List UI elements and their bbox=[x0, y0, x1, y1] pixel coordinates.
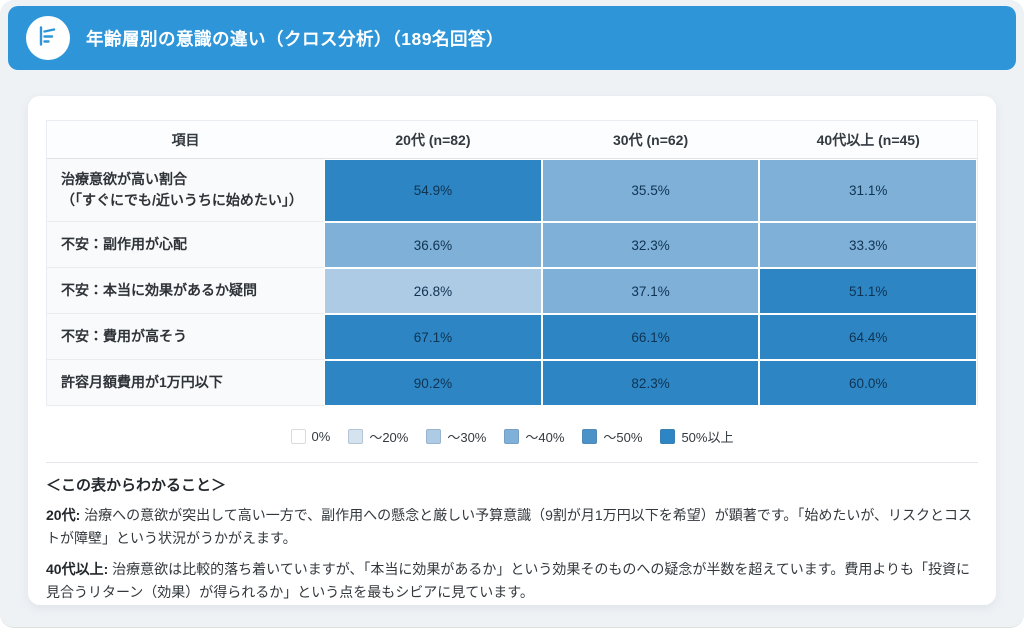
insight-paragraph: 20代: 治療への意欲が突出して高い一方で、副作用への懸念と厳しい予算意識（9割… bbox=[46, 504, 978, 549]
legend-item: ～30% bbox=[426, 427, 486, 446]
row-label: 不安：費用が高そう bbox=[47, 314, 325, 360]
heatmap-cell: 64.4% bbox=[759, 314, 977, 360]
row-label: 許容月額費用が1万円以下 bbox=[47, 360, 325, 406]
analysis-card: 項目 20代 (n=82) 30代 (n=62) 40代以上 (n=45) 治療… bbox=[28, 96, 996, 605]
header-icon-badge bbox=[26, 16, 70, 60]
heatmap-cell: 60.0% bbox=[759, 360, 977, 406]
page-title: 年齢層別の意識の違い（クロス分析）（189名回答） bbox=[86, 28, 504, 49]
legend-color-swatch bbox=[582, 428, 598, 444]
insights-section: ＜この表からわかること＞ 20代: 治療への意欲が突出して高い一方で、副作用への… bbox=[46, 474, 978, 604]
section-divider bbox=[46, 462, 978, 463]
table-row: 治療意欲が高い割合 （「すぐにでも/近いうちに始めたい」） 54.9% 35.5% 3… bbox=[47, 159, 977, 222]
table-body: 治療意欲が高い割合 （「すぐにでも/近いうちに始めたい」） 54.9% 35.5% 3… bbox=[47, 159, 977, 406]
table-row: 不安：費用が高そう 67.1% 66.1% 64.4% bbox=[47, 314, 977, 360]
row-label: 治療意欲が高い割合 （「すぐにでも/近いうちに始めたい」） bbox=[47, 159, 325, 222]
insights-list: 20代: 治療への意欲が突出して高い一方で、副作用への懸念と厳しい予算意識（9割… bbox=[46, 504, 978, 604]
insights-heading: ＜この表からわかること＞ bbox=[46, 477, 227, 494]
heatmap-cell: 31.1% bbox=[759, 159, 977, 222]
column-header-40s-plus: 40代以上 (n=45) bbox=[759, 121, 977, 159]
column-header-30s: 30代 (n=62) bbox=[541, 121, 760, 159]
table-row: 不安：本当に効果があるか疑問 26.8% 37.1% 51.1% bbox=[47, 268, 977, 314]
legend-color-swatch bbox=[504, 428, 520, 444]
insight-lead: 20代: bbox=[46, 507, 81, 523]
legend-color-swatch bbox=[348, 428, 364, 444]
insight-lead: 40代以上: bbox=[46, 561, 109, 578]
heatmap-cell: 37.1% bbox=[541, 268, 760, 314]
legend-item: ～20% bbox=[348, 427, 408, 446]
legend-label: ～30% bbox=[447, 429, 487, 445]
heatmap-cell: 67.1% bbox=[324, 314, 542, 360]
heatmap-cell: 35.5% bbox=[541, 159, 760, 222]
row-label: 不安：本当に効果があるか疑問 bbox=[47, 268, 325, 314]
legend-color-swatch bbox=[660, 428, 676, 444]
insight-paragraph: 40代以上: 治療意欲は比較的落ち着いていますが、「本当に効果があるか」という効… bbox=[46, 558, 978, 603]
legend-color-swatch bbox=[290, 428, 306, 444]
heatmap-cell: 54.9% bbox=[324, 159, 542, 222]
cross-analysis-heatmap-table: 項目 20代 (n=82) 30代 (n=62) 40代以上 (n=45) 治療… bbox=[46, 120, 978, 406]
table-row: 許容月額費用が1万円以下 90.2% 82.3% 60.0% bbox=[47, 360, 977, 406]
insight-text: 治療への意欲が突出して高い一方で、副作用への懸念と厳しい予算意識（9割が月1万円… bbox=[46, 507, 973, 546]
heatmap-cell: 32.3% bbox=[541, 222, 760, 268]
column-header-item: 項目 bbox=[47, 121, 325, 159]
table-header-row: 項目 20代 (n=82) 30代 (n=62) 40代以上 (n=45) bbox=[47, 121, 977, 159]
legend-label: ～20% bbox=[369, 429, 409, 445]
legend-item: ～50% bbox=[582, 427, 642, 446]
legend-label: 50%以上 bbox=[681, 429, 734, 445]
legend-label: 0% bbox=[311, 428, 331, 444]
legend-label: ～40% bbox=[525, 429, 565, 445]
heatmap-cell: 33.3% bbox=[759, 222, 977, 268]
section-header-bar: 年齢層別の意識の違い（クロス分析）（189名回答） bbox=[8, 6, 1016, 70]
bar-chart-icon bbox=[36, 24, 60, 53]
heatmap-cell: 66.1% bbox=[541, 314, 760, 360]
heatmap-cell: 51.1% bbox=[759, 268, 977, 314]
row-label: 不安：副作用が心配 bbox=[47, 222, 325, 268]
table-row: 不安：副作用が心配 36.6% 32.3% 33.3% bbox=[47, 222, 977, 268]
legend-label: ～50% bbox=[603, 429, 643, 445]
heatmap-cell: 26.8% bbox=[324, 268, 542, 314]
color-scale-legend: 0% ～20% ～30% ～40% ～50% 50%以上 bbox=[46, 423, 978, 449]
legend-item: 50%以上 bbox=[660, 427, 733, 446]
legend-color-swatch bbox=[426, 428, 442, 444]
heatmap-cell: 82.3% bbox=[541, 360, 760, 406]
legend-item: ～40% bbox=[504, 427, 564, 446]
column-header-20s: 20代 (n=82) bbox=[324, 121, 542, 159]
heatmap-cell: 90.2% bbox=[324, 360, 542, 406]
insight-text: 治療意欲は比較的落ち着いていますが、「本当に効果があるか」という効果そのものへの… bbox=[46, 561, 971, 601]
legend-item: 0% bbox=[290, 428, 331, 444]
heatmap-cell: 36.6% bbox=[324, 222, 542, 268]
